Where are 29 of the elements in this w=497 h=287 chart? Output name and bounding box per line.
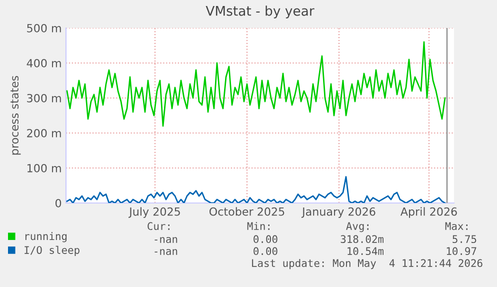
chart-title: VMstat - by year [206, 6, 314, 18]
text: Cur: [148, 222, 170, 230]
text: Max: [445, 222, 468, 230]
text: 10.97 [446, 247, 476, 256]
text: 0.00 [254, 247, 278, 256]
y-tick-label: 200 m [27, 128, 61, 138]
text: Min: [247, 222, 270, 230]
line-series [66, 176, 446, 203]
x-tick-label: January 2026 [301, 207, 376, 218]
text: -nan [154, 249, 178, 256]
y-axis-title: process states [10, 76, 21, 155]
line-series [66, 41, 446, 127]
x-tick-label: July 2025 [128, 207, 180, 218]
x-tick-label: October 2025 [209, 207, 284, 216]
y-tick-label: 500 m [27, 24, 61, 32]
x-tick-label: April 2026 [400, 207, 457, 218]
y-tick-label: 100 m [27, 164, 61, 172]
y-tick-label: 300 m [27, 94, 61, 102]
text: 0.00 [254, 235, 278, 244]
text: 5.75 [452, 235, 476, 244]
y-tick-label: 400 m [26, 58, 61, 68]
text: Avg: [346, 222, 368, 232]
text: 10.54m [348, 247, 384, 256]
text: 318.02m [340, 235, 384, 244]
y-tick-label: 0 [55, 198, 62, 208]
text: -nan [154, 237, 178, 244]
legend-label: I/O sleep [24, 246, 80, 256]
legend-label: running [25, 232, 67, 242]
text: Last update: Mon May 4 11:21:44 2026 [252, 258, 482, 270]
